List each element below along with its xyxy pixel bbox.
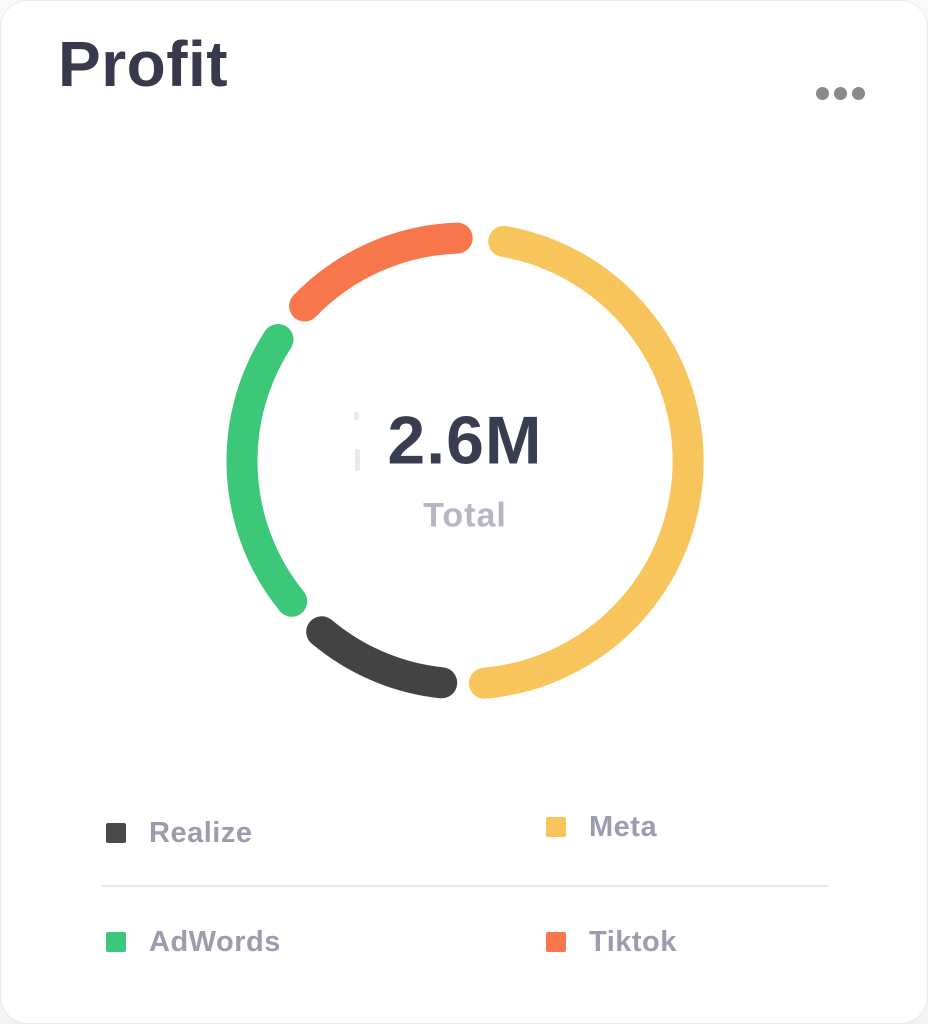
faded-artifact: [355, 449, 360, 471]
legend-item-meta[interactable]: Meta: [546, 809, 657, 845]
donut-segment-adwords[interactable]: [226, 324, 308, 617]
ellipsis-icon: [852, 87, 865, 100]
donut-segment-meta[interactable]: [468, 225, 704, 699]
donut-segment-tiktok[interactable]: [289, 222, 473, 322]
legend-label: Meta: [589, 811, 658, 843]
donut-chart-area: 2.6M Total: [220, 216, 710, 706]
donut-segment-realize[interactable]: [306, 616, 458, 699]
legend-label: AdWords: [149, 926, 281, 958]
legend-divider: [101, 885, 829, 887]
donut-chart: [226, 222, 704, 699]
legend-item-realize[interactable]: Realize: [106, 815, 252, 851]
more-options-button[interactable]: [812, 83, 869, 104]
legend-item-tiktok[interactable]: Tiktok: [546, 924, 677, 960]
legend-swatch: [546, 817, 566, 837]
legend-swatch: [106, 932, 126, 952]
faded-artifact: [354, 412, 359, 420]
legend-label: Realize: [149, 817, 253, 849]
legend-swatch: [546, 932, 566, 952]
legend-swatch: [106, 823, 126, 843]
legend-item-adwords[interactable]: AdWords: [106, 924, 281, 960]
ellipsis-icon: [834, 87, 847, 100]
legend-label: Tiktok: [589, 926, 677, 958]
page-title: Profit: [58, 28, 229, 100]
ellipsis-icon: [816, 87, 829, 100]
